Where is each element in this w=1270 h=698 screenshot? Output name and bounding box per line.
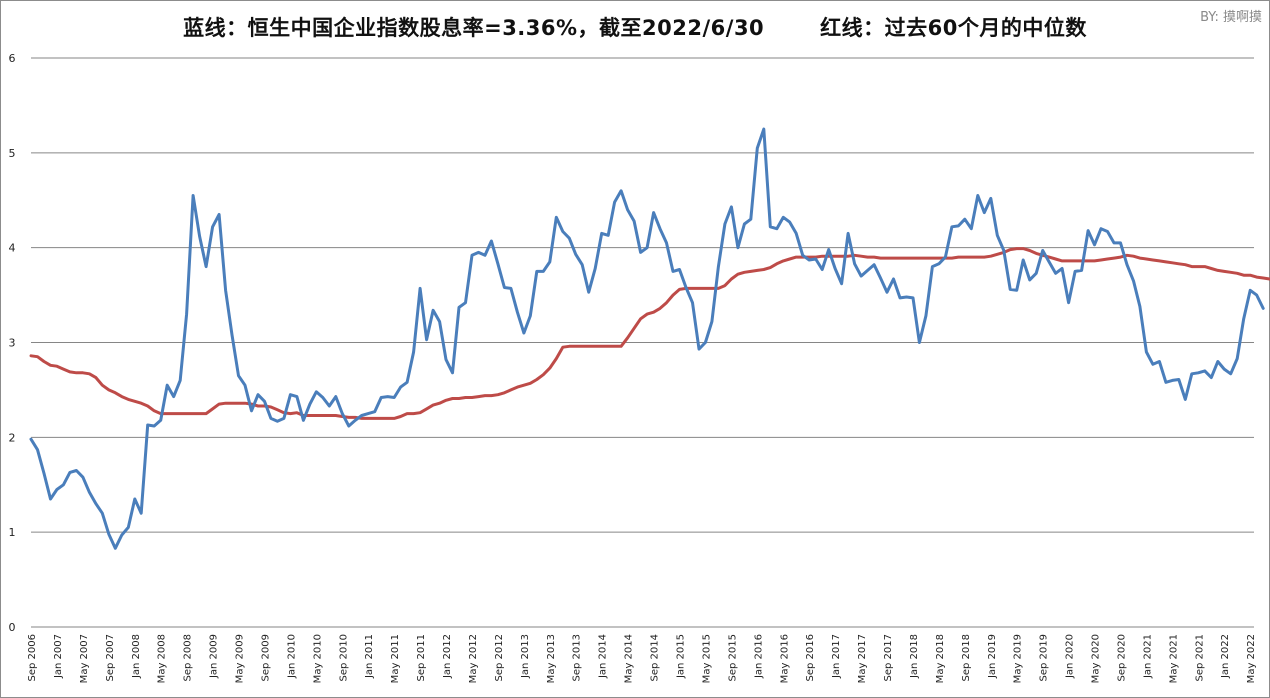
- x-tick-label: Jan 2008: [131, 634, 142, 679]
- x-tick-label: Jan 2019: [987, 634, 998, 679]
- y-tick-label: 4: [9, 242, 16, 255]
- y-tick-label: 5: [9, 147, 16, 160]
- y-tick-label: 0: [9, 621, 16, 634]
- x-tick-label: Sep 2013: [572, 634, 583, 681]
- x-tick-label: Sep 2009: [260, 634, 271, 681]
- x-tick-label: Sep 2008: [183, 634, 194, 681]
- x-tick-label: Jan 2016: [753, 634, 764, 679]
- x-tick-label: May 2019: [1013, 634, 1024, 683]
- x-tick-label: May 2013: [546, 634, 557, 683]
- y-tick-label: 6: [9, 52, 16, 65]
- y-tick-label: 3: [9, 337, 16, 350]
- blue-line-description: 蓝线：恒生中国企业指数股息率=3.36%，截至2022/6/30: [183, 16, 765, 40]
- dividend-yield-line: [29, 127, 1265, 550]
- gridlines: [31, 57, 1254, 628]
- x-tick-label: Sep 2017: [883, 634, 894, 681]
- median-60-month-line: [29, 247, 1270, 420]
- x-tick-label: Jan 2014: [598, 634, 609, 679]
- x-tick-label: May 2012: [468, 634, 479, 683]
- x-tick-label: May 2010: [312, 634, 323, 683]
- x-tick-label: Jan 2015: [676, 634, 687, 679]
- x-tick-label: May 2007: [79, 634, 90, 683]
- x-tick-label: Sep 2018: [961, 634, 972, 681]
- x-tick-label: May 2011: [390, 634, 401, 683]
- x-tick-label: Sep 2016: [805, 634, 816, 681]
- x-tick-label: May 2014: [624, 634, 635, 683]
- x-tick-label: Jan 2012: [442, 634, 453, 679]
- x-tick-label: Jan 2018: [909, 634, 920, 679]
- x-tick-label: Sep 2014: [650, 634, 661, 681]
- x-tick-label: May 2015: [701, 634, 712, 683]
- x-tick-label: May 2009: [235, 634, 246, 683]
- x-tick-label: Jan 2010: [286, 634, 297, 679]
- x-tick-label: Jan 2022: [1220, 634, 1231, 679]
- x-tick-label: May 2016: [779, 634, 790, 683]
- x-tick-label: Jan 2017: [831, 634, 842, 679]
- x-tick-label: May 2017: [857, 634, 868, 683]
- x-tick-label: Sep 2015: [727, 634, 738, 681]
- red-line-description: 红线：过去60个月的中位数: [820, 16, 1087, 40]
- x-tick-label: Jan 2011: [364, 634, 375, 679]
- x-tick-label: Sep 2011: [416, 634, 427, 681]
- y-axis-ticks: 0 1 2 3 4 5 6: [9, 52, 16, 634]
- x-tick-label: Sep 2010: [338, 634, 349, 681]
- x-tick-label: Sep 2020: [1116, 634, 1127, 681]
- x-tick-label: Jan 2007: [53, 634, 64, 679]
- x-tick-label: Sep 2019: [1039, 634, 1050, 681]
- x-tick-label: May 2008: [157, 634, 168, 683]
- x-tick-label: Jan 2009: [209, 634, 220, 679]
- x-tick-label: Jan 2020: [1065, 634, 1076, 679]
- y-tick-label: 1: [9, 526, 16, 539]
- data-series: [29, 127, 1270, 550]
- x-tick-label: Jan 2021: [1142, 634, 1153, 679]
- x-tick-label: Jan 2013: [520, 634, 531, 679]
- x-tick-label: Sep 2007: [105, 634, 116, 681]
- chart-title: 蓝线：恒生中国企业指数股息率=3.36%，截至2022/6/30 红线：过去60个…: [0, 12, 1270, 42]
- x-tick-label: Sep 2006: [27, 634, 38, 681]
- author-byline: BY: 摸啊摸: [1200, 10, 1262, 25]
- x-tick-label: Sep 2021: [1194, 634, 1205, 681]
- x-tick-label: May 2021: [1168, 634, 1179, 683]
- x-tick-label: May 2018: [935, 634, 946, 683]
- x-tick-label: Sep 2012: [494, 634, 505, 681]
- x-axis-ticks: Sep 2006 Jan 2007 May 2007 Sep 2007 Jan 2008…: [27, 634, 1257, 683]
- y-tick-label: 2: [9, 431, 16, 444]
- x-tick-label: May 2020: [1091, 634, 1102, 683]
- x-tick-label: May 2022: [1246, 634, 1257, 683]
